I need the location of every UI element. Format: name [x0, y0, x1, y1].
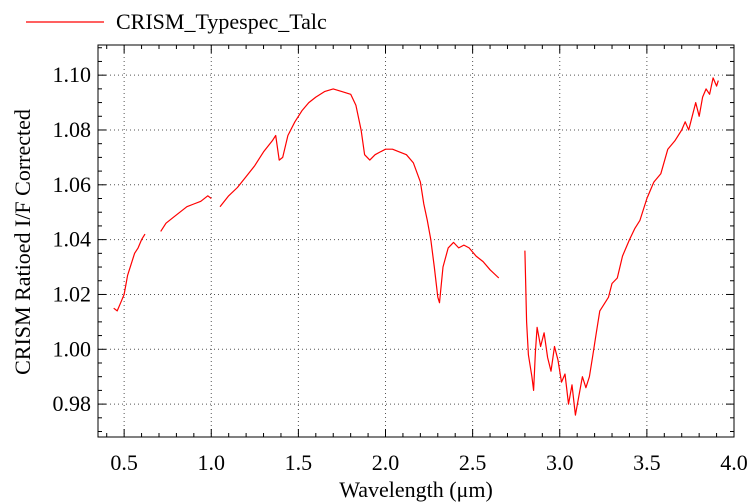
- plot-frame: [97, 44, 735, 438]
- y-tick-label: 0.98: [53, 391, 92, 416]
- y-tick-label: 1.08: [53, 117, 92, 142]
- x-axis-title: Wavelength (μm): [339, 477, 493, 502]
- series-line-segment: [219, 88, 500, 304]
- x-tick-label: 3.5: [633, 450, 661, 475]
- series-layer: [113, 77, 719, 416]
- y-tick-label: 1.00: [53, 336, 92, 361]
- x-tick-label: 1.0: [198, 450, 226, 475]
- grid-lines: [98, 45, 735, 437]
- legend: CRISM_Typespec_Talc: [26, 9, 327, 34]
- x-tick-label: 0.5: [110, 450, 138, 475]
- y-tick-label: 1.06: [53, 172, 92, 197]
- x-tick-label: 3.0: [546, 450, 574, 475]
- x-tick-label: 1.5: [285, 450, 313, 475]
- x-tick-label: 2.5: [459, 450, 487, 475]
- series-line-segment: [524, 77, 719, 416]
- y-tick-label: 1.04: [53, 227, 92, 252]
- axis-ticks: 0.5 1.0 1.5 2.0 2.5 3.0 3.5 4.0 0.98 1.00 1.02 1.04…: [53, 45, 748, 475]
- y-axis-title: CRISM Ratioed I/F Corrected: [10, 109, 35, 375]
- y-tick-label: 1.10: [53, 62, 92, 87]
- x-tick-label: 4.0: [720, 450, 748, 475]
- legend-label: CRISM_Typespec_Talc: [116, 9, 327, 34]
- y-tick-label: 1.02: [53, 281, 92, 306]
- series-line-segment: [160, 195, 212, 232]
- x-tick-label: 2.0: [372, 450, 400, 475]
- series-line-segment: [113, 233, 146, 312]
